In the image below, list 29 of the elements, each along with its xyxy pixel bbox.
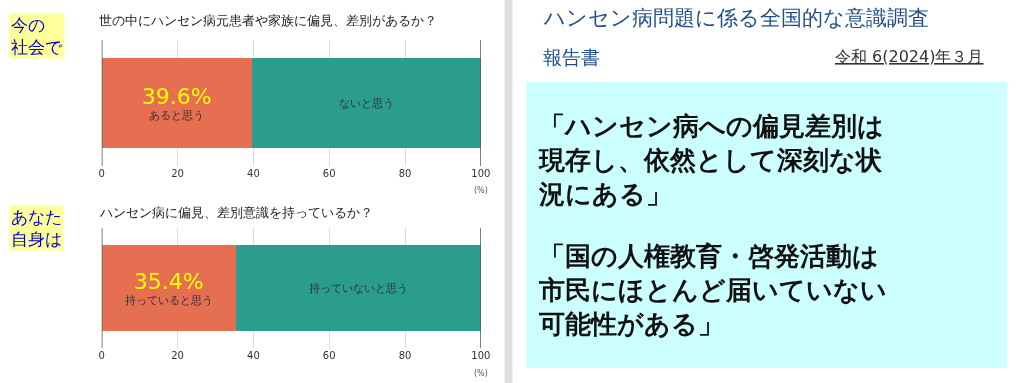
x-tick-label: 80	[398, 168, 412, 179]
series-label: 持っていると思う	[124, 293, 213, 307]
chart-title: ハンセン病に偏見、差別意識を持っているか？	[99, 205, 373, 220]
text: ハンセン病問題に係る全国的な意識調査	[543, 6, 929, 30]
x-tick-label: 60	[322, 350, 336, 361]
x-tick-label: 80	[398, 350, 412, 361]
data-label: 39.6%	[141, 84, 212, 110]
x-tick-label: 60	[322, 168, 336, 179]
data-label: 35.4%	[133, 269, 204, 295]
x-tick-label: 20	[171, 168, 184, 179]
text: 「ハンセン病への偏見差別は現存し、依然として深刻な状況にある」	[538, 111, 884, 209]
text: あなた自身は	[11, 207, 62, 250]
x-axis-title: (%)	[474, 186, 488, 195]
series-label: あると思う	[149, 108, 205, 122]
x-tick-label: 0	[98, 168, 105, 179]
text: 令和 6(2024)年３月	[835, 47, 984, 66]
x-tick-label: 40	[247, 350, 260, 361]
x-tick-label: 100	[471, 350, 491, 361]
x-tick-label: 0	[98, 350, 105, 361]
series-label: 持っていないと思う	[308, 281, 408, 295]
chart-title: 世の中にハンセン病元患者や家族に偏見、差別があるか？	[99, 13, 437, 28]
x-tick-label: 40	[247, 168, 260, 179]
text: 「国の人権教育・啓発活動は市民にほとんど届いていない可能性がある」	[538, 241, 887, 339]
text: 報告書	[543, 46, 600, 68]
text: 今の社会で	[11, 15, 63, 58]
x-axis-title: (%)	[474, 369, 488, 378]
x-tick-label: 20	[171, 350, 184, 361]
x-tick-label: 100	[471, 168, 491, 179]
series-label: ないと思う	[338, 96, 394, 110]
